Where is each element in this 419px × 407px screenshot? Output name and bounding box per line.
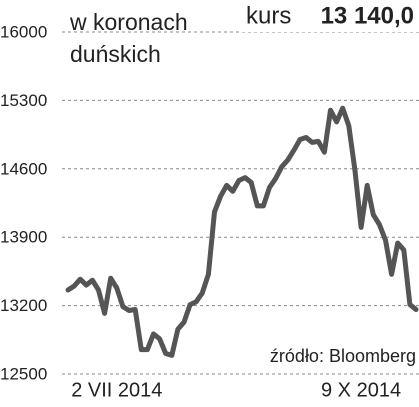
unit-label: duńskich	[70, 41, 161, 67]
price-line	[65, 105, 419, 358]
unit-label: w koronach	[69, 9, 188, 35]
price-box	[240, 0, 419, 32]
x-tick-label: 9 X 2014	[321, 379, 401, 401]
y-tick-label: 13900	[0, 228, 47, 247]
price-label: kurs	[246, 2, 291, 29]
y-tick-label: 15300	[0, 91, 47, 110]
y-tick-label: 14600	[0, 159, 47, 178]
y-tick-label: 16000	[0, 22, 47, 41]
source: źródło: Bloomberg	[270, 346, 416, 366]
price-value: 13 140,0	[321, 2, 414, 29]
y-tick-label: 13200	[0, 296, 47, 315]
y-tick-label: 12500	[0, 364, 47, 383]
x-tick-label: 2 VII 2014	[71, 379, 162, 401]
source-box	[246, 344, 419, 370]
